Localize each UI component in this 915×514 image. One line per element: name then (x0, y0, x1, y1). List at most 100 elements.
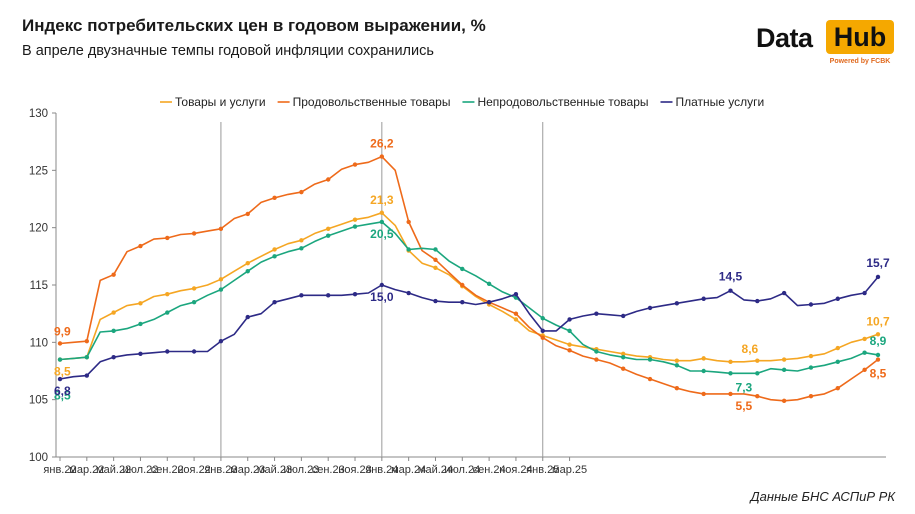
data-point (755, 298, 760, 304)
data-point (755, 358, 760, 363)
data-label: 8,5 (54, 389, 71, 403)
data-label: 15,7 (866, 256, 890, 270)
data-point (594, 357, 599, 362)
data-point (875, 332, 881, 337)
x-tick-label: мар.22 (69, 464, 104, 476)
data-point (701, 356, 706, 361)
data-point (808, 302, 814, 307)
data-point (57, 341, 63, 346)
data-point (701, 391, 706, 397)
x-tick-label: ноя.23 (338, 464, 371, 476)
data-point (379, 282, 385, 288)
data-point (755, 371, 760, 376)
data-source: Данные БНС АСПиР РК (750, 489, 895, 504)
data-point (165, 291, 170, 297)
data-point (299, 189, 304, 195)
data-point (138, 321, 143, 327)
data-point (299, 293, 304, 298)
legend-label: Товары и услуги (175, 95, 266, 109)
logo-word-hub: Hub (826, 20, 894, 54)
data-point (567, 348, 572, 353)
data-point (57, 376, 63, 382)
legend-label: Платные услуги (676, 95, 765, 109)
data-point (755, 394, 760, 399)
data-point (111, 328, 116, 334)
data-point (647, 357, 653, 362)
data-point (460, 282, 465, 288)
data-point (111, 272, 116, 277)
x-tick-label: ноя.24 (499, 464, 532, 476)
data-point (272, 254, 277, 259)
data-point (325, 293, 331, 298)
x-tick-label: июл.22 (123, 464, 159, 476)
x-tick-label: май.22 (96, 464, 131, 476)
data-point (808, 353, 814, 359)
data-point (567, 317, 572, 322)
data-point (245, 261, 250, 266)
x-tick-label: мар.25 (552, 464, 587, 476)
x-tick-label: май.23 (257, 464, 292, 476)
data-label: 8,6 (742, 342, 759, 356)
data-point (352, 224, 358, 229)
data-label: 20,5 (370, 227, 394, 241)
data-point (540, 316, 545, 321)
data-point (647, 376, 653, 382)
y-tick-label: 125 (29, 165, 48, 177)
data-point (379, 154, 385, 159)
x-tick-label: сен.22 (151, 464, 184, 476)
data-point (781, 357, 787, 362)
data-point (621, 355, 626, 360)
x-tick-label: мар.23 (230, 464, 265, 476)
data-point (621, 351, 626, 356)
data-point (567, 342, 572, 347)
data-point (218, 277, 224, 282)
data-point (701, 368, 706, 374)
x-tick-label: янв.22 (43, 464, 76, 476)
data-point (540, 335, 545, 340)
data-point (379, 210, 385, 215)
data-point (433, 265, 438, 270)
data-point (486, 281, 492, 287)
data-point (165, 235, 170, 241)
data-point (621, 366, 626, 371)
x-tick-label: сен.24 (473, 464, 506, 476)
data-point (138, 301, 143, 306)
y-tick-label: 130 (29, 108, 48, 120)
data-label: 8,5 (54, 365, 71, 379)
data-label: 7,3 (736, 380, 753, 394)
chart-title: Индекс потребительских цен в годовом выр… (22, 16, 486, 35)
data-point (352, 162, 358, 167)
data-point (138, 243, 143, 249)
data-point (674, 386, 680, 391)
data-point (191, 286, 197, 291)
data-label: 21,3 (370, 193, 394, 207)
data-point (272, 247, 277, 252)
data-point (781, 398, 787, 404)
series-line (59, 212, 879, 363)
data-point (781, 290, 787, 296)
data-point (594, 311, 599, 316)
data-point (728, 288, 733, 293)
y-tick-label: 120 (29, 223, 48, 235)
data-label: 26,2 (370, 137, 394, 151)
data-point (138, 351, 143, 356)
logo-word-data: Data (756, 23, 813, 53)
data-point (835, 359, 840, 365)
data-point (728, 359, 733, 365)
data-point (245, 269, 250, 274)
data-point (84, 373, 90, 378)
data-point (433, 298, 438, 304)
data-point (191, 231, 197, 236)
data-point (299, 238, 304, 243)
data-point (218, 226, 224, 232)
data-point (486, 300, 492, 305)
data-label: 8,5 (870, 367, 887, 381)
data-point (165, 349, 170, 354)
y-tick-label: 115 (30, 280, 48, 292)
data-point (862, 367, 867, 373)
data-point (84, 338, 90, 344)
data-point (325, 177, 331, 182)
data-label: 10,7 (866, 314, 890, 328)
data-point (433, 247, 438, 252)
